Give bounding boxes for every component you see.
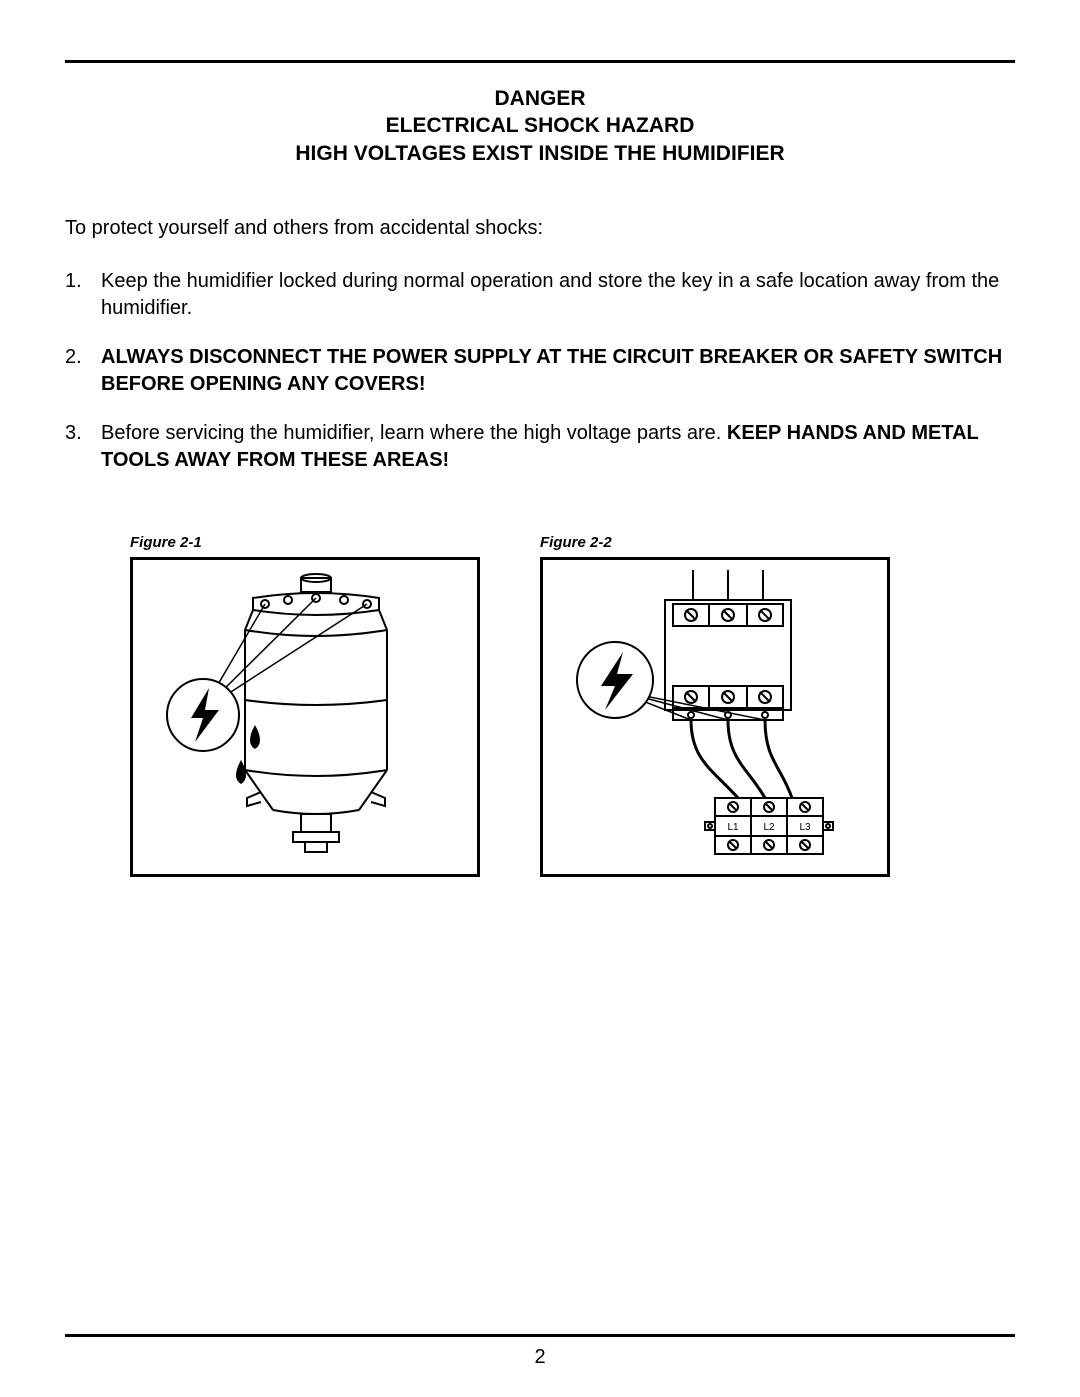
figure-2-1-wrap: Figure 2-1: [130, 534, 480, 877]
item-text-bold: ALWAYS DISCONNECT THE POWER SUPPLY AT TH…: [101, 344, 1015, 398]
item-text: Before servicing the humidifier, learn w…: [101, 420, 1015, 474]
figure-2-2-box: L1 L2 L3: [540, 557, 890, 877]
page-root: DANGER ELECTRICAL SHOCK HAZARD HIGH VOLT…: [0, 0, 1080, 1397]
terminal-l2-label: L2: [763, 822, 775, 833]
item-number: 1.: [65, 268, 101, 322]
safety-list: 1. Keep the humidifier locked during nor…: [65, 268, 1015, 474]
terminal-l3-label: L3: [799, 822, 811, 833]
item-text: Keep the humidifier locked during normal…: [101, 268, 1015, 322]
page-number: 2: [0, 1346, 1080, 1369]
figure-2-2-wrap: Figure 2-2: [540, 534, 890, 877]
item3-lead: Before servicing the humidifier, learn w…: [101, 422, 727, 444]
shock-hazard-icon: [167, 679, 239, 751]
header-line-2: ELECTRICAL SHOCK HAZARD: [65, 112, 1015, 139]
item-number: 3.: [65, 420, 101, 474]
humidifier-cylinder-diagram: [133, 560, 483, 880]
figure-2-1-caption: Figure 2-1: [130, 534, 480, 551]
top-rule: [65, 60, 1015, 63]
terminal-l1-label: L1: [727, 822, 739, 833]
safety-item-1: 1. Keep the humidifier locked during nor…: [65, 268, 1015, 322]
danger-header: DANGER ELECTRICAL SHOCK HAZARD HIGH VOLT…: [65, 85, 1015, 167]
shock-hazard-icon: [577, 642, 653, 718]
intro-text: To protect yourself and others from acci…: [65, 217, 1015, 240]
figures-row: Figure 2-1: [65, 534, 1015, 877]
safety-item-2: 2. ALWAYS DISCONNECT THE POWER SUPPLY AT…: [65, 344, 1015, 398]
safety-item-3: 3. Before servicing the humidifier, lear…: [65, 420, 1015, 474]
bottom-rule: [65, 1334, 1015, 1337]
header-line-3: HIGH VOLTAGES EXIST INSIDE THE HUMIDIFIE…: [65, 140, 1015, 167]
header-line-1: DANGER: [65, 85, 1015, 112]
item-number: 2.: [65, 344, 101, 398]
figure-2-2-caption: Figure 2-2: [540, 534, 890, 551]
contactor-wiring-diagram: L1 L2 L3: [543, 560, 893, 880]
figure-2-1-box: [130, 557, 480, 877]
